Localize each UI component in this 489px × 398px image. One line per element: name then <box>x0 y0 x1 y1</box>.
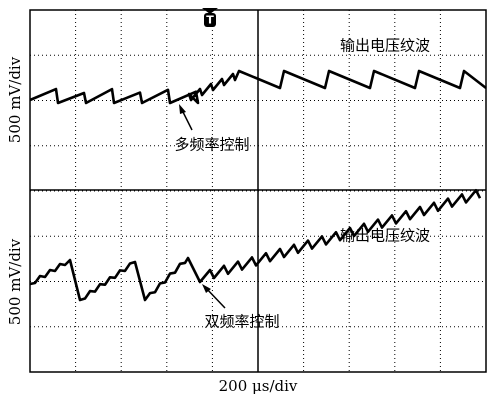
x-axis-label: 200 μs/div <box>219 377 298 395</box>
y-axis-label: 500 mV/div <box>6 56 24 143</box>
annotation: 双频率控制 <box>204 313 279 331</box>
annotation: 多频率控制 <box>174 136 249 154</box>
panel-title: 输出电压纹波 <box>340 227 430 245</box>
panel-title: 输出电压纹波 <box>340 37 430 55</box>
y-axis-label: 500 mV/div <box>6 238 24 325</box>
scope-figure: T 输出电压纹波 输出电压纹波 多频率控制 双频率控制 500 mV/div 5… <box>0 0 489 398</box>
waveform-bottom <box>30 190 480 300</box>
trigger-label: T <box>206 14 214 27</box>
arrowhead <box>179 104 186 114</box>
